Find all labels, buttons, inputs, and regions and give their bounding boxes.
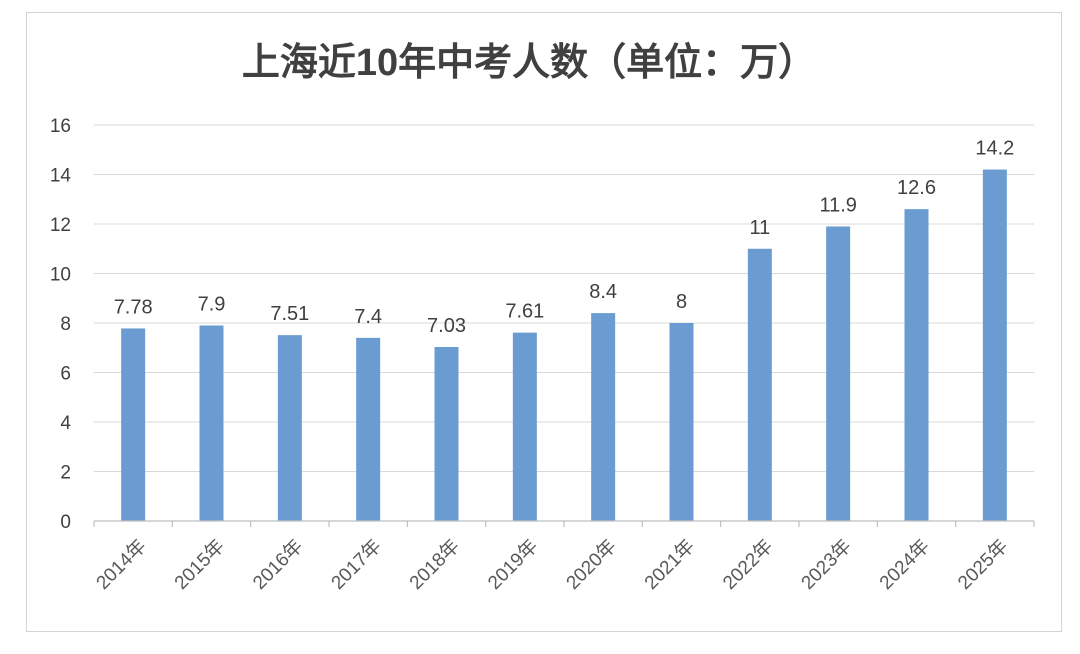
x-tick-label: 2023年: [797, 535, 856, 594]
bar: [356, 337, 381, 521]
y-axis-ticks: 0 2 4 6 8 10 12 14 16: [50, 116, 72, 533]
data-label: 14.2: [975, 138, 1014, 160]
bar: [277, 335, 302, 521]
y-tick-label: 4: [60, 413, 71, 434]
x-tick-label: 2018年: [405, 535, 464, 594]
bar: [826, 226, 851, 521]
x-tick-label: 2015年: [170, 535, 229, 594]
data-label: 11: [749, 217, 770, 239]
bar: [904, 209, 929, 521]
bar: [982, 169, 1007, 522]
y-tick-label: 16: [50, 116, 71, 137]
data-label: 11.9: [819, 194, 856, 216]
x-tick-label: 2016年: [248, 535, 307, 594]
y-tick-label: 12: [50, 215, 71, 236]
data-label: 12.6: [897, 177, 936, 199]
bar: [434, 347, 459, 521]
x-tick-label: 2022年: [718, 535, 777, 594]
data-labels: 7.78 7.9 7.51 7.4 7.03 7.61 8.4 8 11 11.9 12.6 14.2: [114, 138, 1015, 337]
x-tick-label: 2025年: [953, 535, 1012, 594]
bars: [121, 169, 1007, 522]
data-label: 8: [676, 291, 687, 313]
x-tick-label: 2014年: [92, 535, 151, 594]
data-label: 7.9: [198, 293, 226, 315]
y-tick-label: 6: [60, 364, 71, 385]
data-label: 7.4: [354, 306, 382, 328]
x-tick-label: 2024年: [875, 535, 934, 594]
data-label: 8.4: [589, 281, 617, 303]
x-tick-label: 2017年: [327, 535, 386, 594]
bar: [591, 313, 616, 521]
bar: [669, 323, 694, 521]
chart-title: 上海近10年中考人数（单位：万）: [242, 42, 816, 84]
y-tick-label: 14: [50, 166, 72, 187]
bar: [199, 325, 224, 521]
y-tick-label: 8: [60, 314, 71, 335]
x-tick-label: 2020年: [562, 535, 621, 594]
bar: [747, 248, 772, 521]
bar: [121, 328, 146, 521]
y-tick-label: 2: [60, 463, 71, 484]
data-label: 7.78: [114, 296, 153, 318]
x-axis: 2014年 2015年 2016年 2017年 2018年 2019年 2020年 2021年…: [92, 520, 1035, 594]
x-tick-label: 2021年: [640, 535, 699, 594]
gridlines: [94, 124, 1034, 472]
x-tick-label: 2019年: [483, 535, 542, 594]
bar: [512, 332, 537, 521]
y-tick-label: 0: [60, 512, 71, 533]
y-tick-label: 10: [50, 265, 71, 286]
data-label: 7.51: [270, 303, 309, 325]
data-label: 7.03: [427, 315, 466, 337]
data-label: 7.61: [505, 301, 544, 323]
chart-frame: 上海近10年中考人数（单位：万） 0 2 4 6 8 10 12 14 16 7.78 7.9 7.…: [26, 12, 1062, 632]
